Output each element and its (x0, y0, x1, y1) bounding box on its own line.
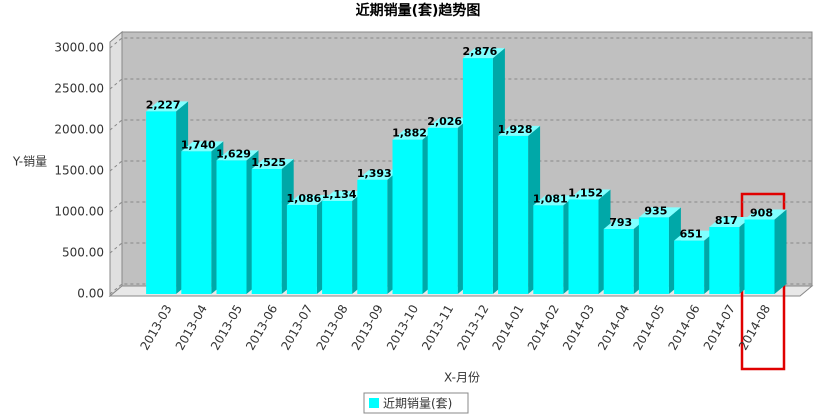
bar-top (427, 117, 470, 128)
bar-top (392, 129, 435, 140)
x-tick-label: 2014-06 (666, 302, 703, 352)
x-tick-label: 2013-07 (278, 302, 315, 352)
x-tick-label: 2014-04 (595, 302, 632, 352)
chart-title: 近期销量(套)趋势图 (356, 2, 481, 19)
value-label: 1,525 (251, 156, 286, 169)
bar-top (181, 141, 224, 152)
bar-front (638, 217, 669, 294)
bar-top (603, 218, 646, 229)
bar-top (216, 150, 259, 161)
bar-front (286, 204, 317, 294)
bar-top (286, 194, 329, 205)
bar-front (216, 160, 247, 294)
value-label: 1,629 (216, 147, 251, 160)
bar-front (392, 139, 423, 294)
bar-front (146, 111, 177, 294)
bar-side (774, 209, 787, 294)
x-tick-label: 2013-06 (243, 302, 280, 352)
x-tick-label: 2013-04 (173, 302, 210, 352)
x-tick-label: 2013-08 (314, 302, 351, 352)
bar-top (146, 101, 189, 112)
x-axis-label: X-月份 (444, 371, 480, 385)
x-tick-label: 2013-03 (138, 302, 175, 352)
value-label: 793 (609, 216, 632, 229)
value-label: 2,876 (463, 45, 498, 58)
bar (638, 207, 681, 294)
x-tick-label: 2013-11 (419, 302, 456, 352)
y-axis-label: Y-销量 (12, 155, 47, 169)
value-label: 2,026 (427, 115, 462, 128)
value-label: 1,740 (181, 138, 216, 151)
value-label: 1,086 (287, 192, 322, 205)
bar-front (462, 58, 493, 294)
y-tick-label: 1500.00 (54, 164, 104, 178)
bar-top (251, 158, 294, 169)
bar (251, 158, 294, 294)
bar-front (322, 201, 353, 294)
bar-front (568, 199, 599, 294)
bar-front (357, 179, 388, 294)
grid-line (109, 37, 812, 49)
x-tick-label: 2013-05 (208, 302, 245, 352)
bar-top (533, 195, 576, 206)
bar-top (462, 48, 505, 59)
bar-top (568, 189, 611, 200)
y-tick-label: 500.00 (62, 246, 104, 260)
value-label: 651 (680, 228, 703, 241)
bar-top (744, 209, 787, 220)
x-tick-label: 2013-09 (349, 302, 386, 352)
bar-front (181, 151, 212, 294)
value-label: 1,882 (392, 127, 427, 140)
legend-label: 近期销量(套) (383, 397, 452, 411)
bar-front (674, 240, 705, 294)
bar-front (427, 127, 458, 294)
bar-front (251, 168, 282, 294)
bar-front (709, 227, 740, 294)
x-tick-label: 2014-01 (490, 302, 527, 352)
value-label: 1,134 (322, 188, 357, 201)
bar-top (638, 207, 681, 218)
x-tick-label: 2014-07 (701, 302, 738, 352)
bar-top (674, 230, 717, 241)
legend (363, 392, 469, 414)
value-label: 935 (644, 204, 667, 217)
y-tick-label: 3000.00 (54, 41, 104, 55)
value-label: 1,393 (357, 167, 392, 180)
bar-top (498, 125, 541, 136)
value-label: 1,152 (568, 187, 603, 200)
x-tick-label: 2014-02 (525, 302, 562, 352)
bar-front (498, 135, 529, 294)
x-tick-label: 2013-12 (454, 302, 491, 352)
y-tick-label: 2000.00 (54, 123, 104, 137)
bar-top (322, 191, 365, 202)
value-label: 817 (715, 214, 738, 227)
value-label: 908 (750, 207, 773, 220)
bar-top (709, 217, 752, 228)
value-label: 1,928 (498, 123, 533, 136)
x-tick-label: 2014-03 (560, 302, 597, 352)
legend-swatch (369, 398, 379, 408)
x-tick-label: 2013-10 (384, 302, 421, 352)
y-tick-label: 0.00 (77, 287, 104, 301)
bar-front (533, 205, 564, 294)
bar (744, 209, 787, 294)
value-label: 2,227 (146, 98, 181, 111)
bar-front (603, 228, 634, 294)
value-label: 1,081 (533, 192, 568, 205)
y-tick-label: 1000.00 (54, 205, 104, 219)
side-wall (109, 30, 123, 298)
y-tick-label: 2500.00 (54, 82, 104, 96)
grid-line (109, 119, 812, 131)
bar-top (357, 169, 400, 180)
grid-line (109, 78, 812, 90)
grid-line (109, 160, 812, 172)
x-tick-label: 2014-05 (630, 302, 667, 352)
bar-front (744, 219, 775, 294)
